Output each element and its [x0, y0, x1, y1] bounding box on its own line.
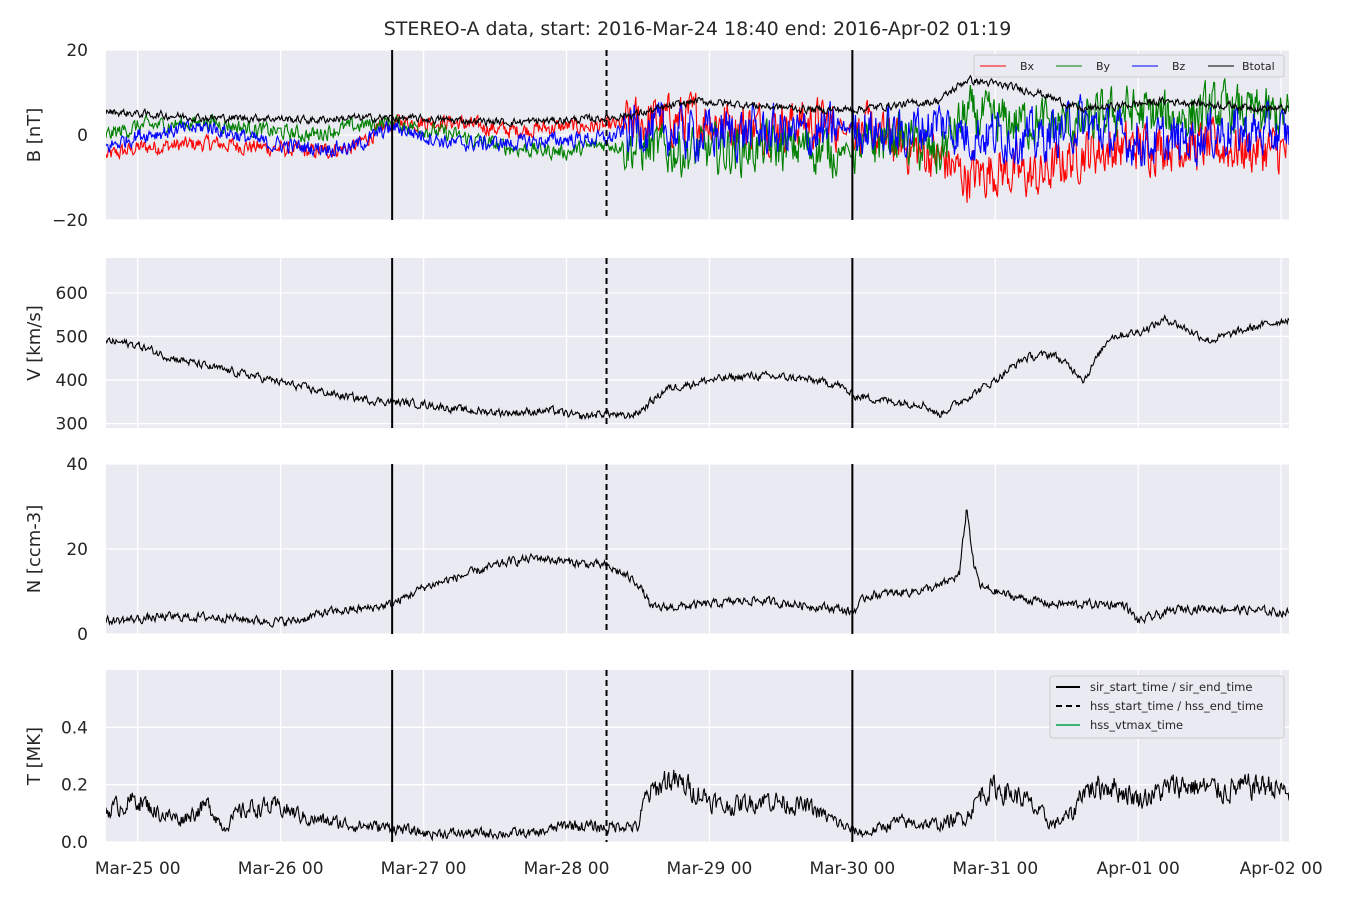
legend-label-bz: Bz	[1172, 60, 1186, 73]
x-tick-label: Mar-27 00	[381, 859, 467, 879]
x-tick-label: Mar-28 00	[524, 859, 610, 879]
y-tick-label: 20	[66, 540, 88, 560]
panel-4: Mar-25 00 Mar-26 00 Mar-27 00 Mar-28 00 Mar-…	[24, 670, 1323, 879]
y-tick-label: 0.2	[61, 776, 88, 796]
y-tick-label: 300	[56, 415, 88, 435]
data-layer	[106, 509, 1289, 628]
legend-events: sir_start_time / sir_end_time hss_start_t…	[1049, 675, 1285, 739]
legend-label: hss_vtmax_time	[1090, 718, 1183, 732]
plot-area	[106, 258, 1289, 428]
y-tick-label: 20	[66, 41, 88, 61]
y-axis-label: B [nT]	[24, 108, 45, 163]
data-layer	[106, 74, 1289, 203]
data-layer	[106, 313, 1289, 421]
y-tick-label: 0	[77, 625, 88, 645]
y-tick-label: 400	[56, 371, 88, 391]
figure-title: STEREO-A data, start: 2016-Mar-24 18:40 …	[383, 18, 1012, 40]
x-tick-label: Mar-31 00	[952, 859, 1038, 879]
x-tick-label: Mar-30 00	[809, 859, 895, 879]
series-n	[106, 509, 1289, 628]
y-tick-label: 0.0	[61, 833, 88, 853]
legend-box	[973, 54, 1285, 78]
legend-label-bx: Bx	[1020, 60, 1035, 73]
panel-1: −20 0 20 B [nT] Bx By Bz Btotal	[24, 41, 1289, 231]
legend-label: hss_start_time / hss_end_time	[1090, 699, 1263, 713]
legend-label-by: By	[1096, 60, 1111, 73]
panel-2: 300 400 500 600 V [km/s]	[24, 258, 1289, 435]
legend-label: sir_start_time / sir_end_time	[1090, 680, 1252, 694]
y-axis-label: T [MK]	[24, 727, 45, 786]
y-tick-label: 0.4	[61, 718, 88, 738]
series-v	[106, 313, 1289, 421]
y-tick-label: 500	[56, 327, 88, 347]
x-tick-label: Apr-02 00	[1240, 859, 1323, 879]
legend-b: Bx By Bz Btotal	[973, 54, 1285, 78]
y-tick-label: 600	[56, 284, 88, 304]
legend-label-btotal: Btotal	[1242, 60, 1275, 73]
y-tick-label: 40	[66, 455, 88, 475]
y-axis-label: N [ccm-3]	[24, 505, 45, 594]
x-tick-label: Apr-01 00	[1097, 859, 1180, 879]
legend-box	[1049, 675, 1285, 739]
x-tick-label: Mar-29 00	[667, 859, 753, 879]
x-tick-label: Mar-25 00	[95, 859, 181, 879]
data-layer	[106, 769, 1289, 842]
panel-3: 0 20 40 N [ccm-3]	[24, 455, 1289, 645]
y-tick-label: −20	[52, 211, 88, 231]
series-btotal	[106, 74, 1289, 128]
series-bz	[106, 94, 1289, 167]
series-t	[106, 769, 1289, 842]
y-axis-label: V [km/s]	[24, 305, 45, 380]
x-tick-label: Mar-26 00	[238, 859, 324, 879]
y-tick-label: 0	[77, 126, 88, 146]
